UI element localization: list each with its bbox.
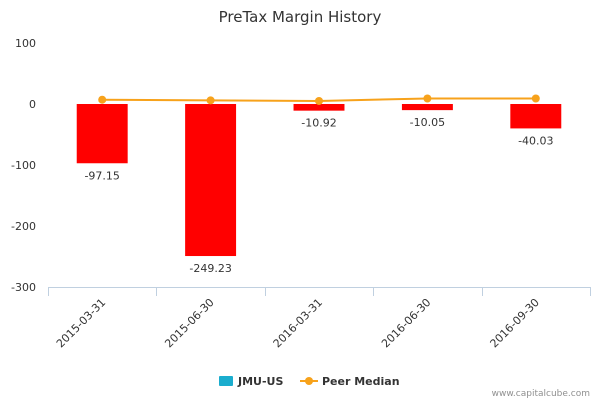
bar-data-label: -10.92 xyxy=(301,117,336,130)
legend-swatch-jmu-us xyxy=(219,376,233,386)
bar-data-label: -97.15 xyxy=(84,169,119,182)
bar xyxy=(76,104,128,164)
legend-label-peer-median[interactable]: Peer Median xyxy=(322,375,400,388)
peer-median-point xyxy=(315,96,323,105)
bar xyxy=(293,104,345,111)
legend-marker-peer-median xyxy=(305,377,313,385)
x-axis: 2015-03-31 2015-06-30 2016-03-31 2016-06-30… xyxy=(48,287,591,350)
bar-series xyxy=(76,104,562,257)
y-tick-label: -100 xyxy=(11,159,36,172)
x-tick-label: 2015-03-31 xyxy=(54,296,108,350)
peer-median-point xyxy=(206,96,215,105)
bar-data-labels: -97.15 -249.23 -10.92 -10.05 -40.03 xyxy=(84,116,553,275)
bar-data-label: -249.23 xyxy=(189,262,231,275)
chart-title: PreTax Margin History xyxy=(219,8,382,26)
y-tick-label: 0 xyxy=(29,98,36,111)
bar-data-label: -10.05 xyxy=(410,116,445,129)
peer-median-point xyxy=(98,95,107,104)
x-tick-label: 2016-06-30 xyxy=(379,296,433,350)
bar xyxy=(401,104,453,111)
x-tick-label: 2016-03-31 xyxy=(271,296,325,350)
x-tick-label: 2015-06-30 xyxy=(162,296,216,350)
bar-data-label: -40.03 xyxy=(518,134,553,147)
legend: JMU-US Peer Median xyxy=(219,375,400,388)
y-tick-label: 100 xyxy=(15,37,36,50)
peer-median-point xyxy=(423,94,432,103)
peer-median-point xyxy=(531,94,540,103)
peer-median-series xyxy=(98,94,540,105)
credit-text[interactable]: www.capitalcube.com xyxy=(492,389,590,399)
y-tick-label: -300 xyxy=(11,281,36,294)
x-tick-label: 2016-09-30 xyxy=(488,296,542,350)
bar xyxy=(185,104,237,257)
bar xyxy=(510,104,562,129)
y-tick-label: -200 xyxy=(11,220,36,233)
y-axis: 100 0 -100 -200 -300 xyxy=(11,37,36,294)
legend-label-jmu-us[interactable]: JMU-US xyxy=(237,375,283,388)
